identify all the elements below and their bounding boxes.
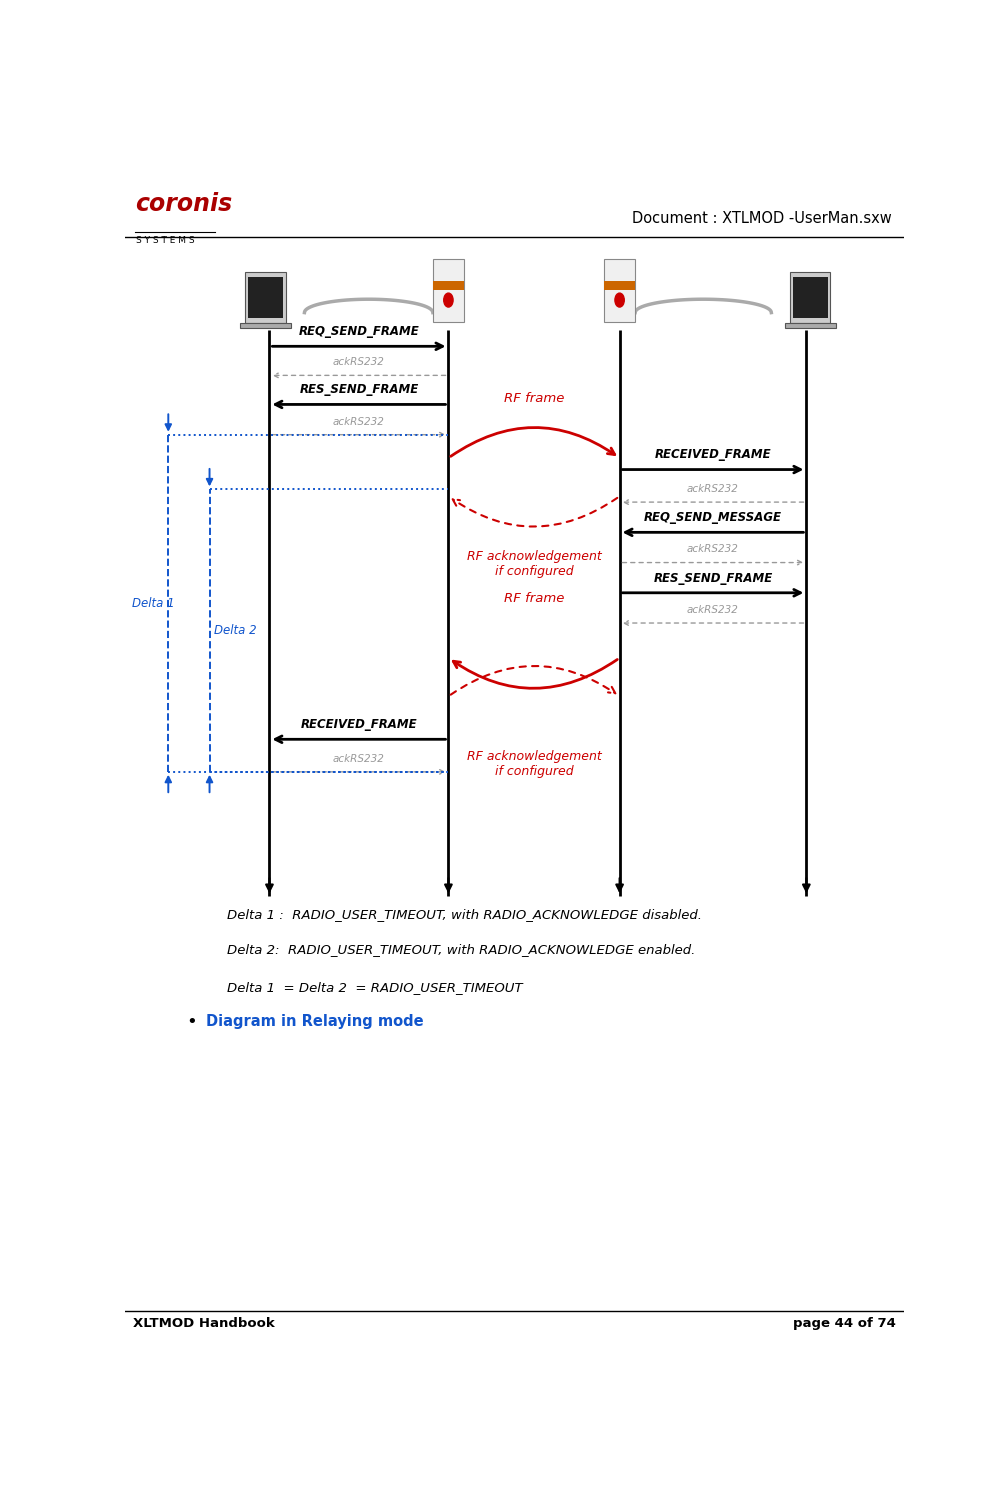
Circle shape: [443, 293, 452, 307]
Polygon shape: [240, 323, 291, 328]
Circle shape: [614, 293, 624, 307]
Polygon shape: [432, 258, 463, 323]
Polygon shape: [604, 258, 635, 323]
FancyArrowPatch shape: [452, 498, 617, 527]
FancyArrowPatch shape: [452, 660, 617, 689]
Polygon shape: [789, 272, 829, 323]
Polygon shape: [791, 276, 827, 319]
Text: RES_SEND_FRAME: RES_SEND_FRAME: [299, 384, 418, 396]
Text: coronis: coronis: [134, 192, 232, 216]
Polygon shape: [604, 281, 635, 290]
Text: page 44 of 74: page 44 of 74: [792, 1317, 895, 1330]
Text: ackRS232: ackRS232: [333, 753, 384, 764]
Text: REQ_SEND_MESSAGE: REQ_SEND_MESSAGE: [643, 512, 781, 524]
Text: •: •: [186, 1013, 197, 1031]
Text: ackRS232: ackRS232: [686, 485, 738, 494]
Text: RF frame: RF frame: [504, 592, 564, 604]
Text: ackRS232: ackRS232: [686, 545, 738, 554]
Text: RF acknowledgement
if configured: RF acknowledgement if configured: [466, 749, 601, 778]
Text: Delta 1 :  RADIO_USER_TIMEOUT, with RADIO_ACKNOWLEDGE disabled.: Delta 1 : RADIO_USER_TIMEOUT, with RADIO…: [227, 908, 701, 921]
Text: Delta 2:  RADIO_USER_TIMEOUT, with RADIO_ACKNOWLEDGE enabled.: Delta 2: RADIO_USER_TIMEOUT, with RADIO_…: [227, 942, 694, 956]
Text: RECEIVED_FRAME: RECEIVED_FRAME: [654, 448, 770, 462]
Text: RECEIVED_FRAME: RECEIVED_FRAME: [300, 719, 417, 731]
Text: RF acknowledgement
if configured: RF acknowledgement if configured: [466, 550, 601, 577]
FancyArrowPatch shape: [450, 427, 614, 456]
Text: Delta 1  = Delta 2  = RADIO_USER_TIMEOUT: Delta 1 = Delta 2 = RADIO_USER_TIMEOUT: [227, 982, 522, 994]
Text: Diagram in Relaying mode: Diagram in Relaying mode: [206, 1015, 423, 1030]
Polygon shape: [245, 272, 286, 323]
Text: ackRS232: ackRS232: [333, 417, 384, 426]
Polygon shape: [432, 281, 463, 290]
Text: REQ_SEND_FRAME: REQ_SEND_FRAME: [298, 325, 419, 338]
Text: ackRS232: ackRS232: [333, 358, 384, 367]
Text: RF frame: RF frame: [504, 391, 564, 405]
Text: S Y S T E M S: S Y S T E M S: [136, 236, 195, 245]
Text: RES_SEND_FRAME: RES_SEND_FRAME: [653, 572, 772, 584]
Text: Delta 1: Delta 1: [131, 596, 175, 610]
Text: Document : XTLMOD -UserMan.sxw: Document : XTLMOD -UserMan.sxw: [632, 211, 891, 226]
Text: Delta 2: Delta 2: [214, 624, 257, 637]
FancyArrowPatch shape: [450, 666, 615, 695]
Text: ackRS232: ackRS232: [686, 606, 738, 615]
Polygon shape: [248, 276, 283, 319]
Polygon shape: [784, 323, 834, 328]
Text: XLTMOD Handbook: XLTMOD Handbook: [133, 1317, 275, 1330]
